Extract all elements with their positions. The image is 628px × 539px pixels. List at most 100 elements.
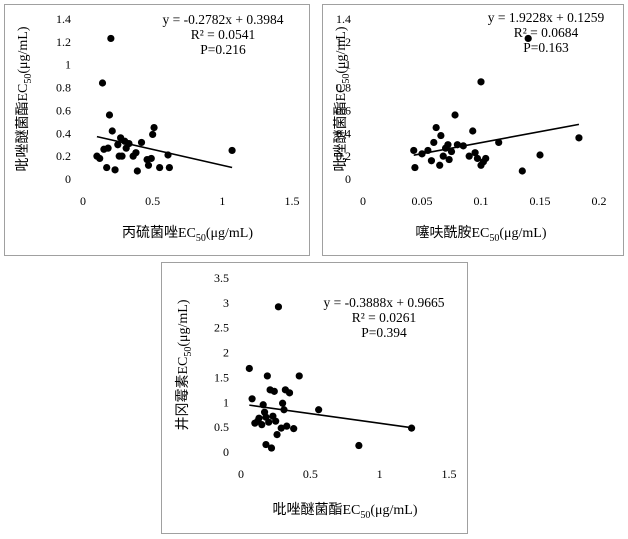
data-point — [165, 163, 173, 172]
y-axis-title-text: 吡唑醚菌酯EC — [333, 84, 349, 172]
data-point — [274, 303, 283, 311]
data-point — [137, 138, 146, 147]
chart-panel-1: 0 0.2 0.4 0.6 0.8 1 1.2 1.4 0 0.5 1 1.5 y = -0.2782x… — [4, 4, 310, 256]
data-point — [104, 144, 112, 152]
data-point — [132, 149, 140, 157]
y-tick-label: 0.2 — [336, 149, 351, 163]
x-tick-label: 1 — [219, 194, 225, 208]
x-tick-label: 0 — [238, 467, 244, 481]
chart-svg-1: 0 0.2 0.4 0.6 0.8 1 1.2 1.4 0 0.5 1 1.5 y = -0.2782x… — [15, 12, 300, 244]
x-tick-label: 0.2 — [592, 194, 607, 208]
chart-svg-2: 0 0.2 0.4 0.6 0.8 1 1.2 1.4 0 0.05 0.1 0.15 0.2 y = 1… — [333, 10, 607, 244]
data-point — [270, 387, 278, 395]
y-axis-title-subscript: 50 — [341, 74, 352, 84]
data-point — [290, 425, 298, 433]
x-axis-title-subscript: 50 — [489, 233, 499, 244]
x-axis-title-subscript: 50 — [196, 233, 206, 244]
x-tick-label: 0.15 — [530, 194, 551, 208]
trendline — [96, 135, 233, 169]
y-tick-label: 0.6 — [336, 103, 351, 117]
y-tick-label: 1 — [65, 58, 71, 72]
data-point — [471, 149, 479, 157]
y-axis-title-subscript: 50 — [23, 74, 34, 84]
trendline — [249, 404, 412, 429]
data-point — [149, 130, 157, 139]
x-tick-label: 0.5 — [303, 467, 318, 481]
data-point — [439, 152, 447, 160]
y-axis-title: 吡唑醚菌酯EC50(μg/mL) — [15, 26, 34, 171]
y-tick-label: 1.2 — [56, 35, 71, 49]
x-axis-title-unit: (μg/mL) — [370, 503, 417, 518]
data-point — [465, 152, 473, 160]
data-point — [272, 417, 280, 425]
data-point — [105, 111, 114, 119]
y-axis-title-unit: (μg/mL) — [334, 26, 349, 73]
data-point — [150, 123, 158, 132]
y-tick-label: 0.4 — [336, 126, 351, 140]
x-tick-label: 0.1 — [474, 194, 489, 208]
data-point — [133, 167, 141, 175]
data-point — [96, 154, 104, 163]
data-point — [263, 372, 271, 380]
trendline — [413, 123, 580, 156]
x-tick-label: 1.5 — [442, 467, 457, 481]
y-tick-label: 2 — [223, 346, 229, 360]
x-axis-title-unit: (μg/mL) — [499, 226, 546, 241]
data-point — [477, 78, 485, 86]
y-axis-title-unit: (μg/mL) — [176, 299, 191, 346]
data-point — [473, 154, 482, 163]
y-tick-label: 1.2 — [336, 35, 351, 49]
y-axis-title-text: 吡唑醚菌酯EC — [15, 84, 31, 172]
data-point — [524, 34, 532, 43]
x-axis-title: 吡唑醚菌酯EC50(μg/mL) — [272, 502, 417, 521]
y-axis-title: 井冈霉素EC50(μg/mL) — [175, 299, 194, 430]
data-point — [444, 141, 452, 149]
data-point — [245, 364, 253, 373]
y-tick-label: 0.5 — [214, 420, 229, 434]
y-tick-label: 0.4 — [56, 126, 71, 140]
r-squared-label: R² = 0.0261 — [352, 310, 417, 325]
r-squared-label: R² = 0.0541 — [191, 27, 256, 42]
data-point — [355, 441, 363, 450]
x-axis-title: 噻呋酰胺EC50(μg/mL) — [415, 224, 546, 244]
data-point — [228, 146, 236, 155]
x-axis-title-subscript: 50 — [360, 510, 370, 521]
data-point — [410, 146, 418, 155]
data-point — [156, 163, 164, 172]
r-squared-label: R² = 0.0684 — [514, 25, 579, 40]
data-point — [295, 372, 303, 380]
data-point — [258, 421, 266, 429]
data-point — [518, 167, 526, 175]
p-value-label: P=0.394 — [361, 325, 407, 340]
y-tick-label: 0.8 — [336, 81, 351, 95]
data-point — [103, 163, 111, 172]
x-tick-label: 0.05 — [412, 194, 433, 208]
data-point — [273, 431, 281, 439]
data-point — [430, 138, 438, 147]
p-value-label: P=0.163 — [523, 40, 569, 55]
data-point — [432, 123, 440, 132]
data-point — [411, 163, 419, 172]
y-tick-label: 0.8 — [56, 81, 71, 95]
data-point — [114, 141, 122, 149]
y-tick-label: 1 — [345, 58, 351, 72]
data-point — [108, 127, 116, 135]
regression-equation: y = -0.2782x + 0.3984 — [163, 12, 284, 27]
y-axis-title-unit: (μg/mL) — [16, 26, 31, 73]
x-tick-label: 0.5 — [145, 194, 160, 208]
x-tick-label: 0 — [360, 194, 366, 208]
x-axis-title-text: 噻呋酰胺EC — [415, 224, 489, 241]
y-tick-label: 2.5 — [214, 321, 229, 335]
y-axis-title: 吡唑醚菌酯EC50(μg/mL) — [333, 26, 352, 171]
data-point — [445, 155, 453, 164]
y-axis-title-subscript: 50 — [183, 347, 194, 357]
y-tick-label: 3.5 — [214, 271, 229, 285]
data-point — [447, 147, 456, 156]
x-tick-label: 1 — [377, 467, 383, 481]
data-point — [267, 444, 276, 452]
chart-svg-3: 0 0.5 1 1.5 2 2.5 3 3.5 0 0.5 1 1.5 y = -0.3888x + 0… — [175, 271, 457, 521]
x-axis-title-text: 吡唑醚菌酯EC — [272, 502, 360, 518]
data-point — [279, 399, 287, 407]
x-axis-title: 丙硫菌唑EC50(μg/mL) — [122, 225, 253, 244]
chart-panel-3: 0 0.5 1 1.5 2 2.5 3 3.5 0 0.5 1 1.5 y = -0.3888x + 0… — [161, 262, 468, 534]
